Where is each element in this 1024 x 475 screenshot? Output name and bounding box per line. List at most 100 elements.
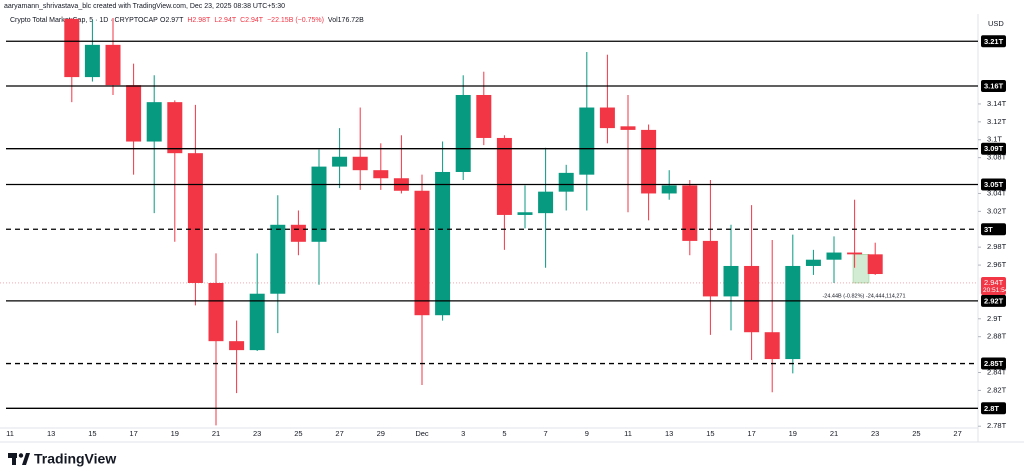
level-label: 3T	[984, 225, 993, 234]
brand-name: TradingView	[34, 451, 116, 467]
level-label-box	[981, 402, 1006, 415]
candle-body	[517, 212, 533, 215]
x-tick-label: 5	[502, 429, 506, 438]
y-tick-label: 3.08T	[987, 153, 1007, 162]
brand-logo	[8, 453, 30, 465]
level-label-box	[981, 80, 1006, 93]
level-label: 2.8T	[984, 404, 999, 413]
y-tick-label: 3.04T	[987, 188, 1007, 197]
candle-body	[270, 224, 286, 294]
y-tick-label: 2.84T	[987, 367, 1007, 376]
x-tick-label: 13	[47, 429, 55, 438]
x-tick-label: 27	[335, 429, 343, 438]
candle-body	[414, 190, 430, 316]
candle-body	[290, 224, 306, 242]
symbol-title: Crypto Total Market Cap, 5 · 1D · CRYPTO…	[10, 17, 158, 24]
y-tick-label: 2.88T	[987, 332, 1007, 341]
candle-body	[167, 102, 183, 154]
x-tick-label: 23	[253, 429, 261, 438]
y-tick-label: 3.02T	[987, 206, 1007, 215]
candle-body	[373, 170, 389, 179]
level-label: 3.05T	[984, 180, 1004, 189]
x-tick-label: 17	[129, 429, 137, 438]
y-tick-label: 2.96T	[987, 260, 1007, 269]
header-stat: L2.94T	[214, 17, 237, 24]
x-tick-label: 25	[294, 429, 302, 438]
candle-body	[702, 240, 718, 297]
y-tick-label: 2.98T	[987, 242, 1007, 251]
candle-body	[476, 94, 492, 138]
candle-body	[538, 191, 554, 214]
candle-body	[847, 252, 863, 255]
header-stat: H2.98T	[187, 17, 211, 24]
header-stat: −22.15B (−0.75%)	[267, 17, 324, 24]
candle-body	[620, 126, 636, 130]
candle-body	[682, 185, 698, 241]
x-tick-label: 7	[544, 429, 548, 438]
candle-body	[599, 107, 615, 129]
x-tick-label: 17	[747, 429, 755, 438]
level-label-box	[981, 35, 1006, 48]
candle-body	[146, 102, 162, 142]
candle-body	[496, 137, 512, 215]
y-tick-label: 3.1T	[987, 135, 1002, 144]
x-tick-label: 21	[212, 429, 220, 438]
level-label-box	[981, 294, 1006, 307]
level-label: 2.92T	[984, 296, 1004, 305]
candle-body	[867, 254, 883, 275]
measure-label: -24.44B (-0.82%) -24,444,114,271	[822, 293, 905, 299]
level-label: 2.85T	[984, 359, 1004, 368]
candle-body	[558, 172, 574, 192]
candle-body	[84, 44, 100, 78]
x-tick-label: 3	[461, 429, 465, 438]
candle-body	[744, 265, 760, 333]
candle-body	[455, 94, 471, 172]
level-label-box	[981, 357, 1006, 370]
candle-body	[723, 265, 739, 297]
candle-body	[764, 332, 780, 360]
candle-body	[208, 282, 224, 342]
y-tick-label: 2.82T	[987, 385, 1007, 394]
x-tick-label: 29	[377, 429, 385, 438]
measure-box	[852, 254, 870, 284]
level-label: 3.09T	[984, 144, 1004, 153]
x-tick-label: 13	[665, 429, 673, 438]
candle-body	[785, 265, 801, 360]
header-stat: O2.97T	[160, 17, 184, 24]
plot-area	[0, 18, 978, 426]
candle-body	[64, 18, 80, 78]
x-tick-label: Dec	[415, 429, 429, 438]
candle-body	[229, 341, 245, 351]
y-tick-label: 2.78T	[987, 421, 1007, 430]
last-price-label: 2.94T	[984, 278, 1004, 287]
x-tick-label: 21	[830, 429, 838, 438]
candle-body	[661, 185, 677, 194]
level-label: 3.16T	[984, 82, 1004, 91]
candle-body	[105, 44, 121, 86]
candle-body	[187, 153, 203, 283]
x-tick-label: 25	[912, 429, 920, 438]
x-tick-label: 23	[871, 429, 879, 438]
countdown-label: 20:51:54	[983, 287, 1009, 294]
level-label-box	[981, 223, 1006, 236]
y-tick-label: 3.12T	[987, 117, 1007, 126]
x-tick-label: 11	[624, 429, 632, 438]
y-tick-label: 3.14T	[987, 99, 1007, 108]
header-stat: C2.94T	[240, 17, 264, 24]
y-tick-label: 2.9T	[987, 314, 1002, 323]
candle-body	[435, 171, 451, 316]
x-tick-label: 11	[6, 429, 14, 438]
level-label: 3.21T	[984, 37, 1004, 46]
x-tick-label: 9	[585, 429, 589, 438]
x-tick-label: 19	[171, 429, 179, 438]
candle-body	[805, 259, 821, 266]
candle-body	[126, 85, 142, 142]
candle-body	[311, 166, 327, 242]
x-tick-label: 15	[706, 429, 714, 438]
currency-label: USD	[988, 19, 1004, 28]
level-label-box	[981, 178, 1006, 191]
header-stat: Vol176.72B	[328, 17, 364, 24]
x-tick-label: 15	[88, 429, 96, 438]
candle-body	[826, 252, 842, 260]
